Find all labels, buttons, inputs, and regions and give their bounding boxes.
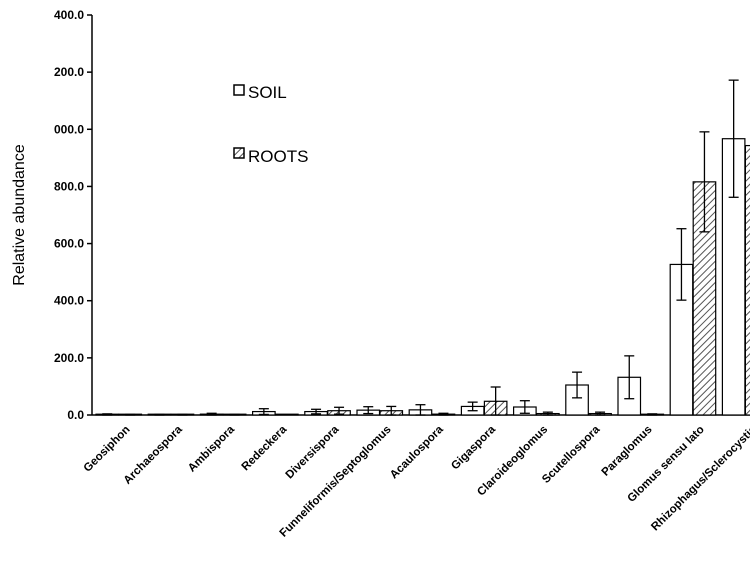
legend: SOIL ROOTS	[233, 83, 308, 166]
x-tick-label: Rhizophagus/Sclerocystis	[649, 424, 750, 534]
legend-label-roots: ROOTS	[248, 147, 308, 166]
y-tick-label: 400.0	[54, 294, 84, 308]
bar-roots-rhizophagus-sclerocystis	[744, 144, 750, 416]
y-axis: 0.0 200.0 400.0 600.0 800.0 000.0 200.0 400.0	[54, 8, 93, 422]
y-axis-title: Relative abundance	[11, 144, 28, 286]
error-bars	[102, 79, 739, 416]
y-tick-label: 400.0	[54, 8, 84, 22]
legend-label-soil: SOIL	[248, 83, 287, 102]
x-tick-label: Funneliformis/Septoglomus	[278, 424, 394, 540]
bar-roots-redeckera	[275, 413, 299, 416]
x-tick-label: Geosiphon	[82, 424, 133, 475]
y-tick-label: 800.0	[54, 179, 84, 193]
x-tick-label: Ambispora	[186, 423, 237, 474]
y-tick-label: 200.0	[54, 351, 84, 365]
bars	[95, 138, 750, 416]
legend-swatch-soil	[233, 84, 245, 96]
x-tick-label: Gigaspora	[449, 423, 498, 472]
y-tick-label: 600.0	[54, 237, 84, 251]
y-tick-label: 0.0	[67, 408, 84, 422]
x-tick-label: Redeckera	[240, 423, 290, 473]
y-tick-label: 200.0	[54, 65, 84, 79]
y-tick-label: 000.0	[54, 122, 84, 136]
x-tick-label: Acaulospora	[388, 423, 446, 481]
x-tick-label: Paraglomus	[600, 424, 655, 479]
legend-swatch-roots	[233, 147, 245, 159]
x-tick-label: Diversispora	[284, 423, 342, 481]
